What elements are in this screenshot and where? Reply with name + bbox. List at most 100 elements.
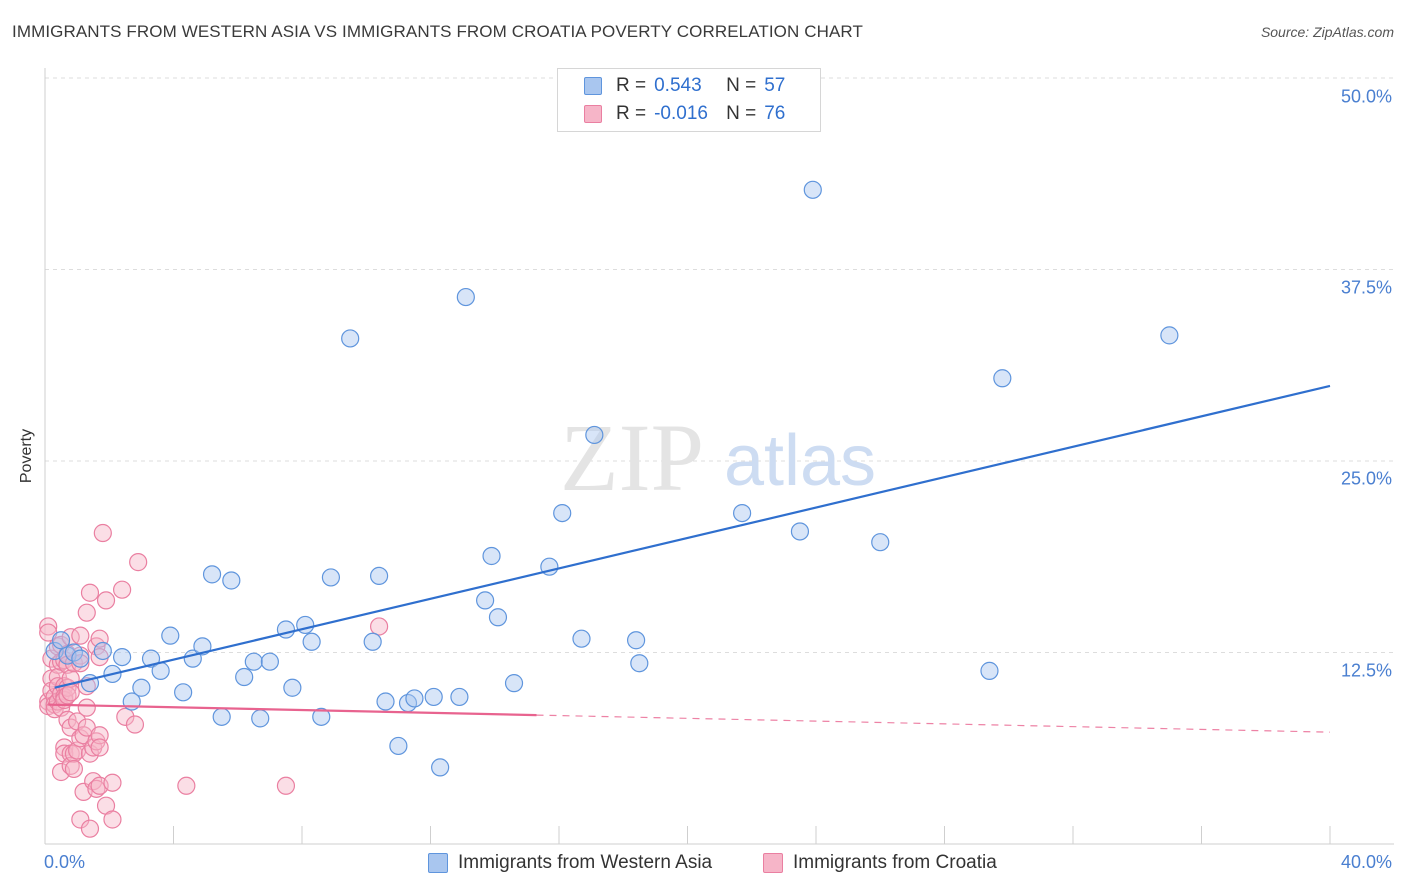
data-point — [488, 608, 508, 627]
data-point — [302, 632, 321, 651]
data-point — [51, 631, 71, 650]
data-point — [276, 776, 296, 795]
legend-swatch-pink — [584, 105, 602, 123]
data-point — [790, 522, 810, 541]
x-tick-max: 40.0% — [1340, 852, 1392, 872]
data-point — [90, 738, 109, 757]
data-point — [370, 617, 389, 636]
data-point — [456, 287, 475, 307]
legend-n-value: 76 — [764, 103, 786, 124]
data-point — [626, 631, 646, 650]
data-point — [222, 571, 241, 590]
data-point — [431, 758, 450, 777]
trend-lines — [48, 384, 1331, 733]
data-point — [450, 687, 469, 707]
bottom-legend-western-asia: Immigrants from Western Asia — [428, 852, 712, 874]
legend-n-value: 57 — [764, 75, 786, 96]
data-point — [77, 603, 96, 622]
data-point — [321, 568, 341, 587]
watermark: ZIP atlas — [560, 404, 876, 511]
legend-n-label: N = — [726, 103, 757, 124]
data-point — [93, 523, 112, 543]
data-point — [93, 641, 112, 661]
bottom-legend-label: Immigrants from Western Asia — [458, 852, 713, 873]
data-point — [77, 698, 96, 717]
grid-lines — [45, 77, 1394, 653]
data-point — [389, 736, 408, 756]
axes — [44, 68, 1394, 845]
data-point — [283, 678, 302, 697]
bottom-legend-croatia: Immigrants from Croatia — [763, 852, 997, 874]
data-point — [476, 591, 495, 610]
data-point — [39, 617, 58, 636]
legend-r-label: R = — [616, 103, 647, 124]
legend-r-value: -0.016 — [654, 103, 708, 124]
trend-line-western-asia — [54, 384, 1331, 689]
data-point — [733, 503, 752, 523]
y-tick-50: 50.0% — [1340, 86, 1392, 107]
trend-line-croatia-extension — [536, 714, 1331, 733]
data-point — [87, 779, 106, 798]
chart-title: IMMIGRANTS FROM WESTERN ASIA VS IMMIGRAN… — [12, 22, 863, 41]
data-point — [504, 674, 524, 693]
data-point — [553, 503, 572, 523]
data-point — [125, 715, 145, 734]
y-tick-37-5: 37.5% — [1340, 277, 1392, 298]
data-point — [312, 707, 331, 726]
data-point — [116, 707, 135, 726]
bottom-legend-label: Immigrants from Croatia — [793, 852, 997, 873]
y-tick-25: 25.0% — [1340, 468, 1392, 489]
data-point — [803, 180, 822, 199]
data-point — [871, 533, 890, 552]
data-point — [103, 773, 122, 792]
legend-row-western-asia: R = 0.543 N = 57 — [584, 75, 785, 97]
legend-r-label: R = — [616, 75, 647, 96]
data-point — [376, 692, 395, 711]
x-tick-min: 0.0% — [44, 852, 86, 872]
data-point — [370, 566, 389, 586]
y-axis-label: Poverty — [18, 428, 35, 484]
data-point — [80, 819, 100, 838]
data-point — [251, 709, 270, 728]
data-point — [202, 565, 222, 584]
watermark-atlas: atlas — [724, 421, 876, 501]
data-point — [585, 425, 604, 445]
data-point — [80, 583, 100, 602]
data-point — [363, 632, 382, 651]
legend-swatch-blue — [584, 77, 602, 95]
data-point — [212, 707, 231, 726]
data-point — [112, 580, 132, 599]
data-point — [129, 553, 148, 572]
source-credit: Source: ZipAtlas.com — [1260, 24, 1394, 40]
stats-legend: R = 0.543 N = 57 R = -0.016 N = 76 — [557, 68, 821, 132]
data-point — [482, 546, 501, 566]
data-point — [260, 652, 279, 671]
data-point — [112, 647, 132, 667]
data-point — [71, 810, 90, 829]
y-tick-12-5: 12.5% — [1340, 660, 1392, 681]
legend-r-value: 0.543 — [654, 75, 702, 96]
data-point — [71, 626, 90, 645]
data-point — [193, 637, 212, 656]
data-point — [235, 667, 254, 687]
data-point — [64, 744, 84, 763]
data-point — [132, 678, 151, 697]
series-western-asia-points — [45, 180, 1179, 777]
bottom-legend-swatch-pink — [763, 853, 783, 873]
data-point — [980, 661, 999, 680]
data-point — [103, 810, 122, 829]
data-point — [71, 649, 90, 668]
trend-line-croatia — [48, 703, 537, 717]
bottom-legend-swatch-blue — [428, 853, 448, 873]
data-point — [174, 683, 193, 702]
series-croatia-points — [39, 523, 389, 838]
data-point — [161, 626, 180, 645]
data-point — [572, 629, 591, 648]
data-point — [96, 591, 116, 610]
data-point — [424, 687, 443, 707]
data-point — [341, 329, 360, 348]
data-point — [1160, 326, 1179, 345]
legend-n-label: N = — [726, 75, 757, 96]
data-point — [405, 689, 424, 708]
